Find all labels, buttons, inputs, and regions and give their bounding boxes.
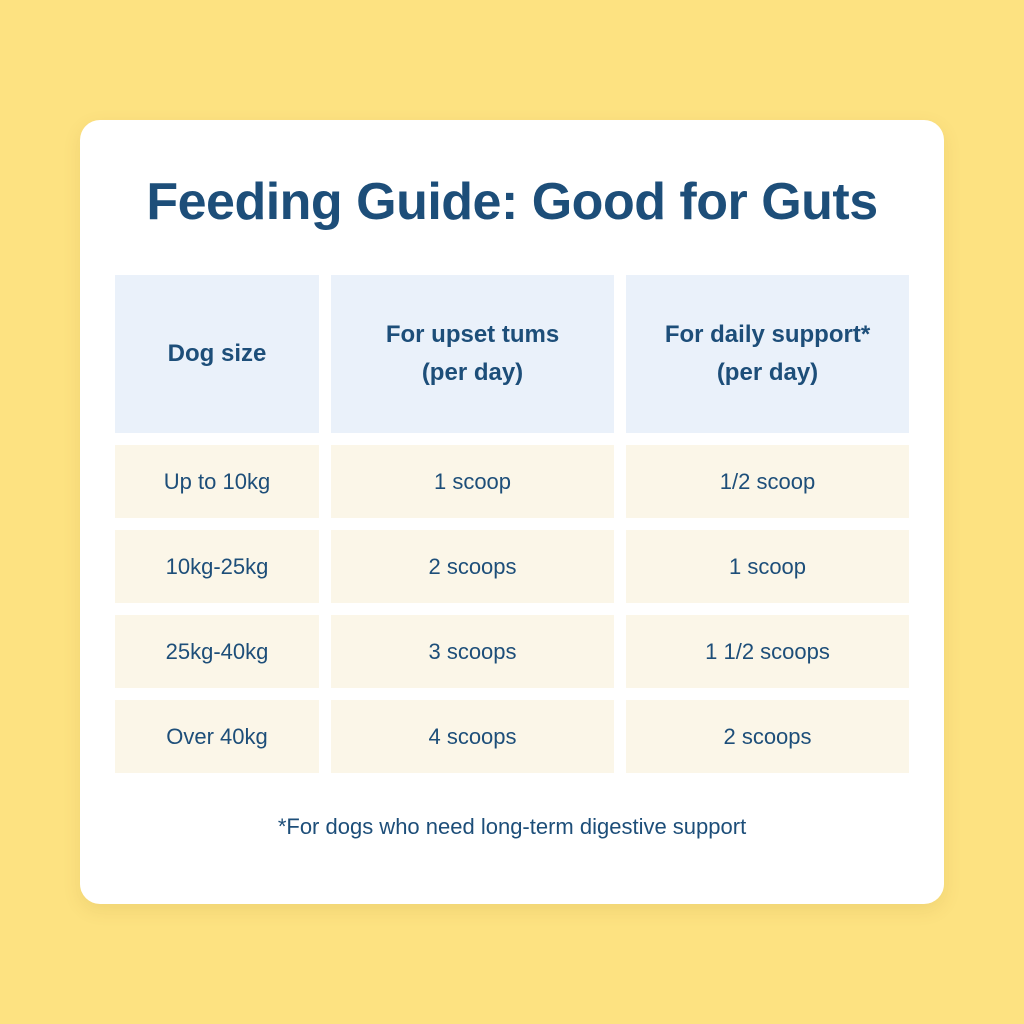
- table-cell-upset: 3 scoops: [331, 615, 614, 688]
- header-dog-size: Dog size: [115, 275, 319, 433]
- table-cell-upset: 1 scoop: [331, 445, 614, 518]
- table-cell-upset: 2 scoops: [331, 530, 614, 603]
- table-cell-daily: 2 scoops: [626, 700, 909, 773]
- table-cell-daily: 1/2 scoop: [626, 445, 909, 518]
- header-dog-size-label: Dog size: [167, 339, 267, 367]
- page-title: Feeding Guide: Good for Guts: [146, 173, 878, 231]
- table-cell-size: Up to 10kg: [115, 445, 319, 518]
- header-upset-tums-label: For upset tums: [385, 320, 560, 348]
- header-daily-support-sublabel: (per day): [716, 359, 819, 386]
- header-daily-support: For daily support* (per day): [626, 275, 909, 433]
- table-cell-size: Over 40kg: [115, 700, 319, 773]
- header-upset-tums-sublabel: (per day): [421, 359, 524, 386]
- footnote: *For dogs who need long-term digestive s…: [277, 814, 747, 839]
- header-daily-support-label: For daily support*: [664, 320, 871, 348]
- table-cell-size: 25kg-40kg: [115, 615, 319, 688]
- table-cell-upset: 4 scoops: [331, 700, 614, 773]
- table-cell-daily: 1 1/2 scoops: [626, 615, 909, 688]
- table-cell-size: 10kg-25kg: [115, 530, 319, 603]
- header-upset-tums: For upset tums (per day): [331, 275, 614, 433]
- table-cell-daily: 1 scoop: [626, 530, 909, 603]
